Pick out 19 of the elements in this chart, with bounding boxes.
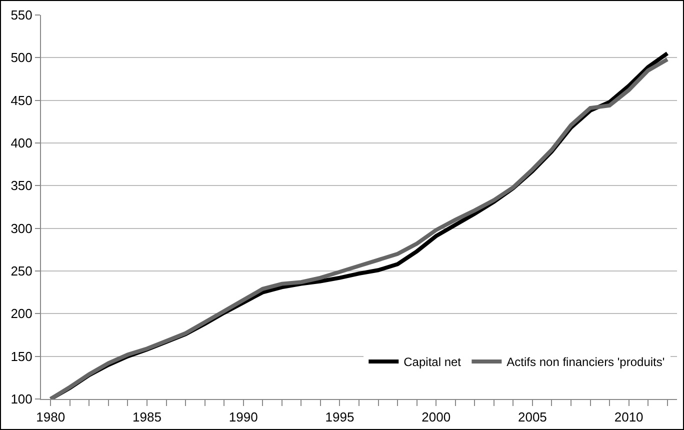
- x-tick-label: 1995: [325, 410, 354, 425]
- legend-label: Actifs non financiers 'produits': [506, 355, 665, 370]
- y-tick-label: 450: [10, 92, 32, 108]
- x-tick-label: 1990: [228, 410, 258, 425]
- y-tick-label: 250: [10, 264, 32, 279]
- y-tick-label: 100: [10, 392, 32, 407]
- y-tick-label: 300: [10, 220, 32, 236]
- y-tick-label: 150: [10, 348, 32, 364]
- legend-label: Capital net: [404, 355, 462, 370]
- y-tick-label: 200: [10, 306, 32, 322]
- x-tick-label: 2010: [614, 410, 644, 425]
- y-tick-label: 350: [10, 178, 32, 194]
- y-tick-label: 500: [10, 50, 32, 66]
- x-tick-label: 1985: [132, 410, 162, 425]
- x-tick-label: 1980: [36, 410, 66, 425]
- y-tick-label: 400: [10, 136, 32, 151]
- y-tick-label: 550: [10, 8, 32, 23]
- x-tick-label: 2005: [518, 410, 547, 425]
- x-tick-label: 2000: [422, 410, 451, 425]
